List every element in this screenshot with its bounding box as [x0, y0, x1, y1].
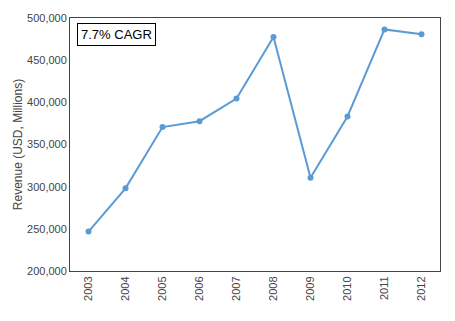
svg-text:2009: 2009	[304, 276, 316, 300]
svg-text:200,000: 200,000	[27, 265, 67, 277]
svg-text:2003: 2003	[82, 276, 94, 300]
svg-text:2008: 2008	[267, 276, 279, 300]
svg-text:2006: 2006	[193, 276, 205, 300]
svg-text:2007: 2007	[230, 276, 242, 300]
svg-text:7.7% CAGR: 7.7% CAGR	[81, 27, 152, 42]
svg-text:2005: 2005	[156, 276, 168, 300]
svg-text:450,000: 450,000	[27, 54, 67, 66]
svg-text:400,000: 400,000	[27, 96, 67, 108]
svg-text:2011: 2011	[378, 276, 390, 300]
svg-text:500,000: 500,000	[27, 12, 67, 24]
svg-text:2004: 2004	[119, 276, 131, 300]
svg-text:2012: 2012	[415, 276, 427, 300]
svg-text:300,000: 300,000	[27, 181, 67, 193]
svg-text:250,000: 250,000	[27, 223, 67, 235]
svg-text:Revenue (USD, Millions): Revenue (USD, Millions)	[11, 79, 25, 210]
svg-text:2010: 2010	[341, 276, 353, 300]
svg-text:350,000: 350,000	[27, 138, 67, 150]
